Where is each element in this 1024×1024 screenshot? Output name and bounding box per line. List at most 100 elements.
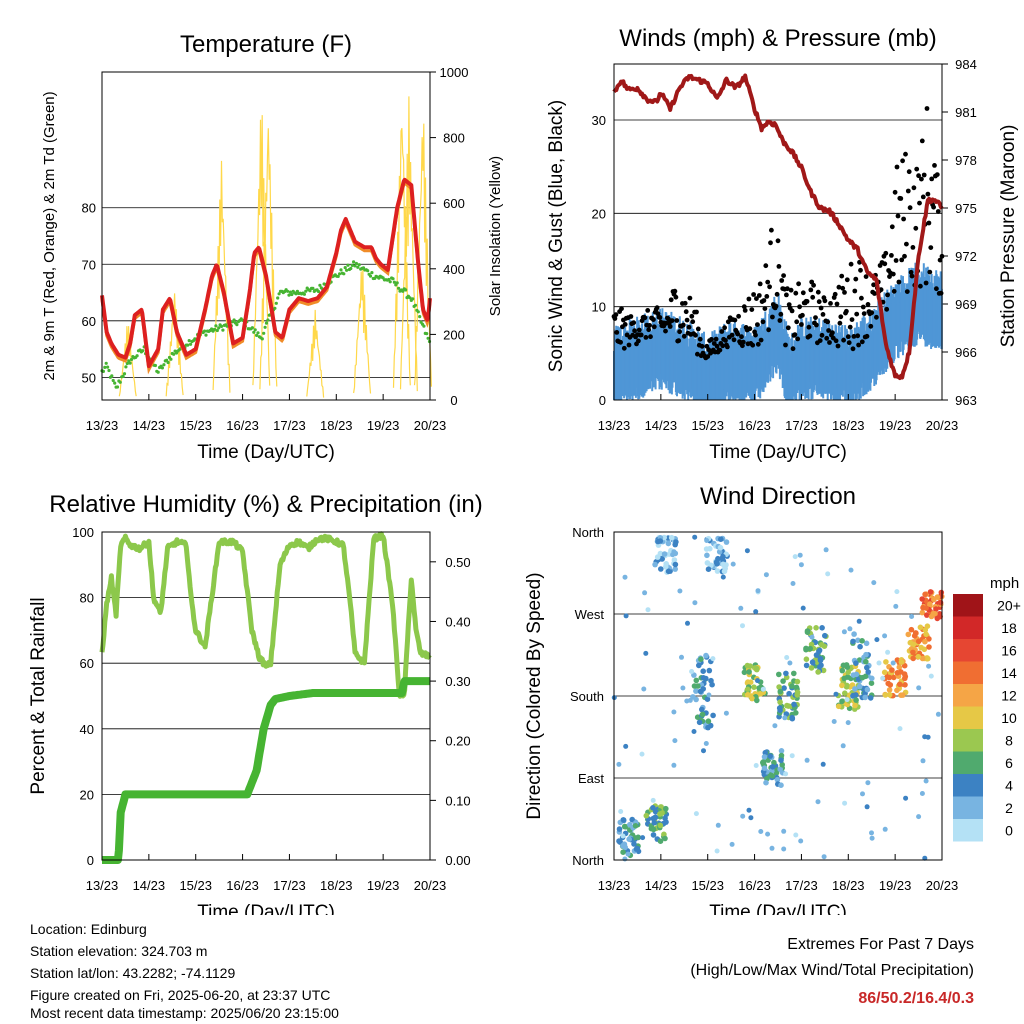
dewpoint-point	[250, 326, 254, 330]
winds-panel: Winds (mph) & Pressure (mb) 0 10 20 30 963 96…	[546, 25, 1019, 463]
dewpoint-point	[162, 363, 166, 367]
gust-point	[683, 309, 689, 315]
direction-point	[855, 637, 861, 644]
gust-point	[895, 213, 901, 219]
temperature-ytick-right-label: 1000	[440, 65, 469, 80]
dewpoint-point	[318, 283, 322, 287]
wind-direction-plot-area: North East South West North 13/23 14/23 15/23 16…	[570, 525, 958, 893]
direction-point	[652, 809, 659, 815]
gust-point	[719, 329, 725, 334]
humidity-ytick-right-label: 0.10	[445, 793, 470, 808]
gust-point	[928, 245, 934, 251]
direction-point	[671, 549, 677, 555]
winds-ytick-label: 20	[592, 206, 606, 221]
gust-point	[921, 172, 927, 178]
direction-point	[740, 813, 746, 819]
dewpoint-point	[214, 324, 218, 328]
direction-point	[774, 776, 781, 783]
dewpoint-point	[408, 296, 412, 300]
direction-point	[817, 657, 824, 664]
gust-point	[924, 106, 930, 111]
direction-point	[623, 743, 629, 749]
gust-point	[668, 297, 674, 303]
direction-point	[740, 623, 745, 629]
direction-point	[790, 581, 796, 586]
gust-point	[858, 267, 863, 273]
direction-point	[699, 706, 705, 713]
direction-point	[905, 631, 912, 638]
temp-2m-series	[100, 177, 432, 369]
gust-point	[882, 261, 888, 267]
gust-point	[919, 138, 925, 144]
gust-point	[741, 304, 747, 310]
direction-point	[662, 835, 668, 842]
winds-ytick-right-label: 984	[955, 57, 977, 72]
direction-point	[672, 738, 678, 744]
gust-point	[684, 317, 690, 323]
footer-latlon: Station lat/lon: 43.2282; -74.1129	[30, 965, 236, 981]
direction-point	[804, 629, 811, 635]
dewpoint-point	[115, 385, 120, 389]
gust-point	[926, 220, 932, 226]
direction-ytick-label: South	[570, 689, 604, 704]
direction-point	[839, 667, 846, 674]
precip-series	[98, 677, 434, 864]
gust-point	[827, 340, 832, 345]
dewpoint-point	[345, 268, 349, 272]
direction-point	[882, 692, 889, 698]
dewpoint-point	[277, 292, 281, 296]
direction-point	[863, 651, 869, 658]
dewpoint-point	[302, 292, 306, 296]
gust-point	[768, 240, 773, 246]
direction-point	[710, 712, 716, 719]
gust-point	[717, 347, 723, 353]
gust-point	[934, 172, 940, 178]
direction-point	[701, 748, 706, 754]
direction-point	[746, 669, 752, 675]
wind-direction-xtick-label: 19/23	[879, 878, 912, 893]
humidity-ytick-label: 0	[87, 853, 94, 868]
direction-point	[657, 822, 664, 829]
direction-point	[896, 681, 903, 688]
gust-point	[755, 341, 761, 347]
gust-point	[931, 204, 936, 210]
direction-point	[865, 669, 871, 675]
direction-point	[924, 655, 930, 661]
direction-point	[893, 603, 899, 609]
direction-point	[622, 844, 628, 851]
direction-point	[696, 719, 703, 726]
dewpoint-point	[263, 325, 267, 329]
direction-point	[865, 780, 871, 786]
gust-point	[840, 285, 846, 291]
gust-point	[865, 302, 871, 307]
direction-point	[677, 588, 683, 594]
gust-point	[729, 332, 735, 338]
gust-point	[836, 284, 842, 290]
gust-point	[754, 296, 759, 301]
dewpoint-point	[101, 369, 105, 373]
gust-point	[828, 301, 833, 306]
direction-point	[894, 687, 900, 694]
direction-point	[910, 655, 916, 662]
gust-point	[790, 346, 796, 352]
gust-point	[910, 245, 916, 250]
humidity-xtick-label: 18/23	[320, 878, 353, 893]
gust-point	[783, 342, 788, 348]
speed-legend-label: 14	[1001, 665, 1017, 681]
direction-point	[928, 673, 934, 679]
solar-series-peak	[353, 267, 372, 394]
gust-point	[804, 299, 810, 304]
direction-point	[927, 589, 934, 595]
gust-point	[816, 299, 822, 305]
speed-legend-label: 18	[1001, 620, 1017, 636]
direction-point	[785, 703, 792, 709]
direction-point	[710, 656, 716, 662]
direction-point	[926, 636, 932, 642]
gust-point	[628, 314, 634, 319]
direction-point	[911, 633, 918, 639]
dewpoint-point	[352, 260, 356, 264]
direction-point	[665, 568, 672, 575]
direction-point	[869, 830, 874, 836]
direction-point	[886, 674, 893, 681]
humidity-xtick-label: 15/23	[179, 878, 212, 893]
